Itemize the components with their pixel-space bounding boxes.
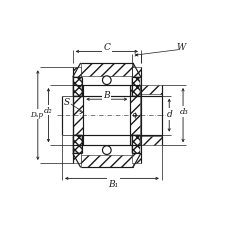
Bar [80, 64, 132, 76]
Bar [80, 155, 132, 168]
Circle shape [133, 114, 136, 117]
Bar [72, 154, 80, 163]
Bar [73, 135, 81, 154]
Text: S: S [63, 98, 69, 107]
Text: B: B [103, 90, 110, 99]
Bar [131, 154, 140, 163]
Bar [140, 137, 161, 146]
Circle shape [102, 146, 111, 155]
Bar [131, 78, 140, 96]
Circle shape [102, 76, 111, 85]
Bar [131, 135, 140, 154]
Bar [72, 68, 80, 78]
Bar [140, 86, 161, 95]
Bar [73, 86, 83, 146]
Bar [131, 68, 140, 78]
Text: d: d [166, 110, 172, 119]
Text: d₂: d₂ [44, 107, 53, 115]
Text: C: C [103, 43, 110, 52]
Bar [130, 86, 140, 146]
Text: d₃: d₃ [179, 108, 188, 116]
Text: Dₛp: Dₛp [30, 111, 43, 119]
Text: B₁: B₁ [108, 179, 118, 188]
Text: W: W [175, 43, 185, 52]
Bar [73, 78, 81, 96]
